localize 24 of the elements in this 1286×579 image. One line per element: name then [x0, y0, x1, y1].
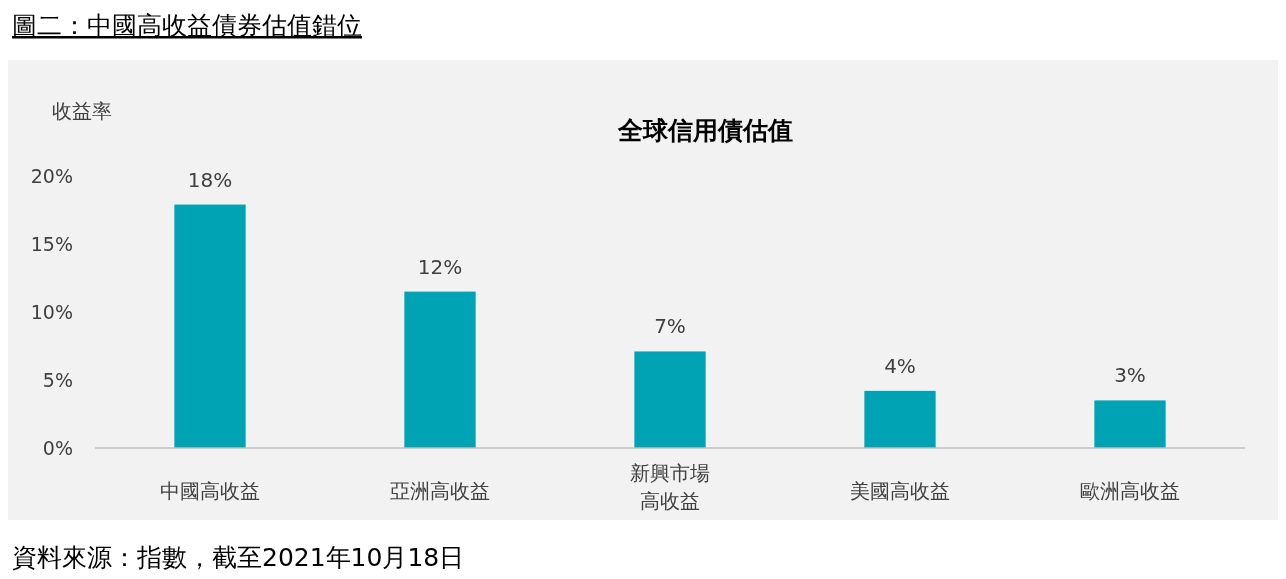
y-tick-label: 10% [30, 300, 73, 323]
bar [1094, 400, 1166, 448]
data-label: 7% [654, 314, 686, 339]
y-tick-label: 5% [42, 368, 73, 391]
x-tick-label: 亞洲高收益 [390, 479, 490, 503]
bar [634, 351, 706, 448]
y-axis-title: 收益率 [52, 99, 112, 123]
source-note: 資料來源：指數，截至2021年10月18日 [12, 543, 465, 572]
data-label: 4% [884, 353, 916, 378]
y-tick-label: 0% [42, 436, 73, 459]
bar [404, 291, 476, 448]
bar [174, 204, 246, 448]
x-tick-label: 美國高收益 [850, 479, 950, 503]
data-label: 18% [187, 167, 233, 192]
data-label: 3% [1114, 363, 1146, 388]
chart-subtitle: 全球信用債估值 [616, 116, 793, 145]
chart-title: 圖二：中國高收益債券估值錯位 [12, 11, 362, 40]
bar [864, 390, 936, 448]
y-tick-label: 15% [30, 232, 73, 255]
y-tick-label: 20% [30, 164, 73, 187]
x-tick-label: 新興市場高收益 [630, 461, 710, 513]
x-tick-label: 歐洲高收益 [1080, 479, 1180, 503]
x-tick-label: 中國高收益 [160, 479, 260, 503]
data-label: 12% [417, 254, 463, 279]
